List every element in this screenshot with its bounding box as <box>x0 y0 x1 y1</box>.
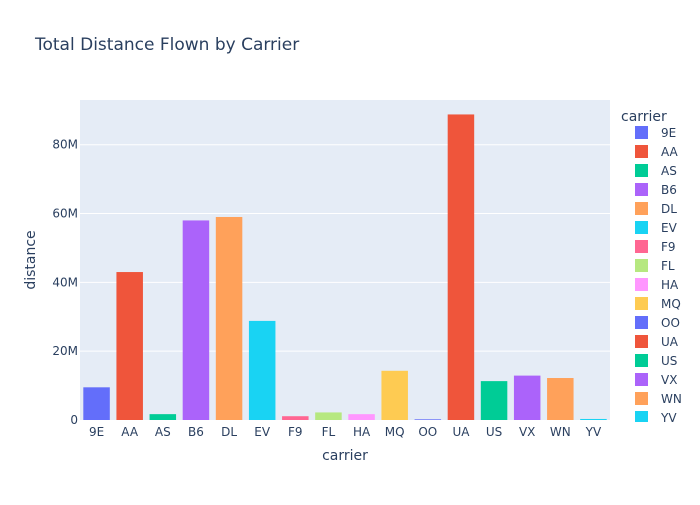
x-tick-label: F9 <box>288 425 303 439</box>
legend-item-vx[interactable]: VX <box>635 373 677 387</box>
legend-item-ev[interactable]: EV <box>635 221 678 235</box>
bar-wn[interactable] <box>547 378 574 420</box>
legend-label: VX <box>661 373 677 387</box>
legend[interactable]: 9E AA AS B6 DL EV F9 FL HA MQ OO UA US VX WN YV <box>635 126 682 425</box>
legend-swatch <box>635 183 648 196</box>
bar-ha[interactable] <box>348 414 375 420</box>
legend-label: FL <box>661 259 675 273</box>
y-tick-label: 80M <box>52 138 78 152</box>
x-tick-label: VX <box>519 425 535 439</box>
legend-label: US <box>661 354 677 368</box>
x-tick-label: EV <box>254 425 271 439</box>
bars <box>83 114 607 421</box>
x-tick-label: FL <box>322 425 336 439</box>
legend-swatch <box>635 164 648 177</box>
legend-swatch <box>635 335 648 348</box>
x-tick-label: OO <box>418 425 437 439</box>
y-tick-labels: 0 20M 40M 60M 80M <box>52 138 78 427</box>
legend-swatch <box>635 126 648 139</box>
x-tick-label: UA <box>452 425 470 439</box>
y-tick-label: 0 <box>70 413 78 427</box>
legend-swatch <box>635 411 648 422</box>
legend-swatch <box>635 278 648 291</box>
legend-item-mq[interactable]: MQ <box>635 297 681 311</box>
x-tick-label: B6 <box>188 425 204 439</box>
legend-item-f9[interactable]: F9 <box>635 240 676 254</box>
legend-label: F9 <box>661 240 676 254</box>
x-tick-label: US <box>486 425 502 439</box>
x-tick-label: HA <box>353 425 371 439</box>
legend-label: AA <box>661 145 679 159</box>
legend-item-ha[interactable]: HA <box>635 278 679 292</box>
x-tick-label: AS <box>155 425 171 439</box>
x-tick-label: AA <box>121 425 139 439</box>
x-axis-title: carrier <box>322 448 368 464</box>
bar-dl[interactable] <box>215 216 243 420</box>
plot-area <box>80 100 610 420</box>
gridlines <box>80 144 610 352</box>
legend-item-us[interactable]: US <box>635 354 677 368</box>
bar-f9[interactable] <box>282 416 309 420</box>
legend-label: 9E <box>661 126 676 140</box>
bar-ev[interactable] <box>248 320 276 420</box>
bar-fl[interactable] <box>315 412 342 420</box>
legend-item-wn[interactable]: WN <box>635 392 682 406</box>
legend-swatch <box>635 240 648 253</box>
legend-item-9e[interactable]: 9E <box>635 126 676 140</box>
legend-item-dl[interactable]: DL <box>635 202 677 216</box>
legend-item-as[interactable]: AS <box>635 164 677 178</box>
bar-mq[interactable] <box>381 370 408 420</box>
y-axis-title: distance <box>23 230 39 289</box>
x-tick-label: 9E <box>89 425 104 439</box>
legend-label: WN <box>661 392 682 406</box>
y-tick-label: 40M <box>52 275 78 289</box>
legend-swatch <box>635 392 648 405</box>
x-tick-label: DL <box>221 425 237 439</box>
legend-label: MQ <box>661 297 681 311</box>
bar-as[interactable] <box>149 414 177 420</box>
legend-swatch <box>635 316 648 329</box>
bar-9e[interactable] <box>83 387 110 420</box>
legend-items: 9E AA AS B6 DL EV F9 FL HA MQ OO UA US VX WN YV <box>635 126 682 425</box>
bar-ua[interactable] <box>447 114 475 421</box>
legend-swatch <box>635 259 648 272</box>
legend-swatch <box>635 373 648 386</box>
legend-item-yv[interactable]: YV <box>635 411 677 425</box>
legend-swatch <box>635 145 648 158</box>
legend-item-fl[interactable]: FL <box>635 259 675 273</box>
legend-label: B6 <box>661 183 677 197</box>
legend-swatch <box>635 221 648 234</box>
x-tick-labels: 9E AA AS B6 DL EV F9 FL HA MQ OO UA US VX WN YV <box>89 425 602 439</box>
legend-label: YV <box>660 411 677 425</box>
y-tick-label: 60M <box>52 207 78 221</box>
legend-title: carrier <box>621 109 667 125</box>
legend-label: OO <box>661 316 680 330</box>
legend-swatch <box>635 202 648 215</box>
legend-label: UA <box>661 335 679 349</box>
bar-us[interactable] <box>480 381 508 420</box>
chart-title: Total Distance Flown by Carrier <box>34 35 299 55</box>
legend-label: DL <box>661 202 677 216</box>
legend-label: EV <box>661 221 678 235</box>
bar-yv[interactable] <box>580 418 607 420</box>
y-tick-label: 20M <box>52 344 78 358</box>
x-tick-label: YV <box>585 425 602 439</box>
legend-item-ua[interactable]: UA <box>635 335 679 349</box>
bar-b6[interactable] <box>182 220 210 420</box>
legend-swatch <box>635 297 648 310</box>
x-tick-label: MQ <box>385 425 405 439</box>
legend-label: AS <box>661 164 677 178</box>
bar-oo[interactable] <box>414 419 442 420</box>
legend-item-oo[interactable]: OO <box>635 316 680 330</box>
legend-swatch <box>635 354 648 367</box>
bar-vx[interactable] <box>513 375 541 420</box>
x-tick-label: WN <box>550 425 571 439</box>
legend-label: HA <box>661 278 679 292</box>
legend-item-aa[interactable]: AA <box>635 145 679 159</box>
bar-aa[interactable] <box>116 272 143 420</box>
legend-item-b6[interactable]: B6 <box>635 183 677 197</box>
